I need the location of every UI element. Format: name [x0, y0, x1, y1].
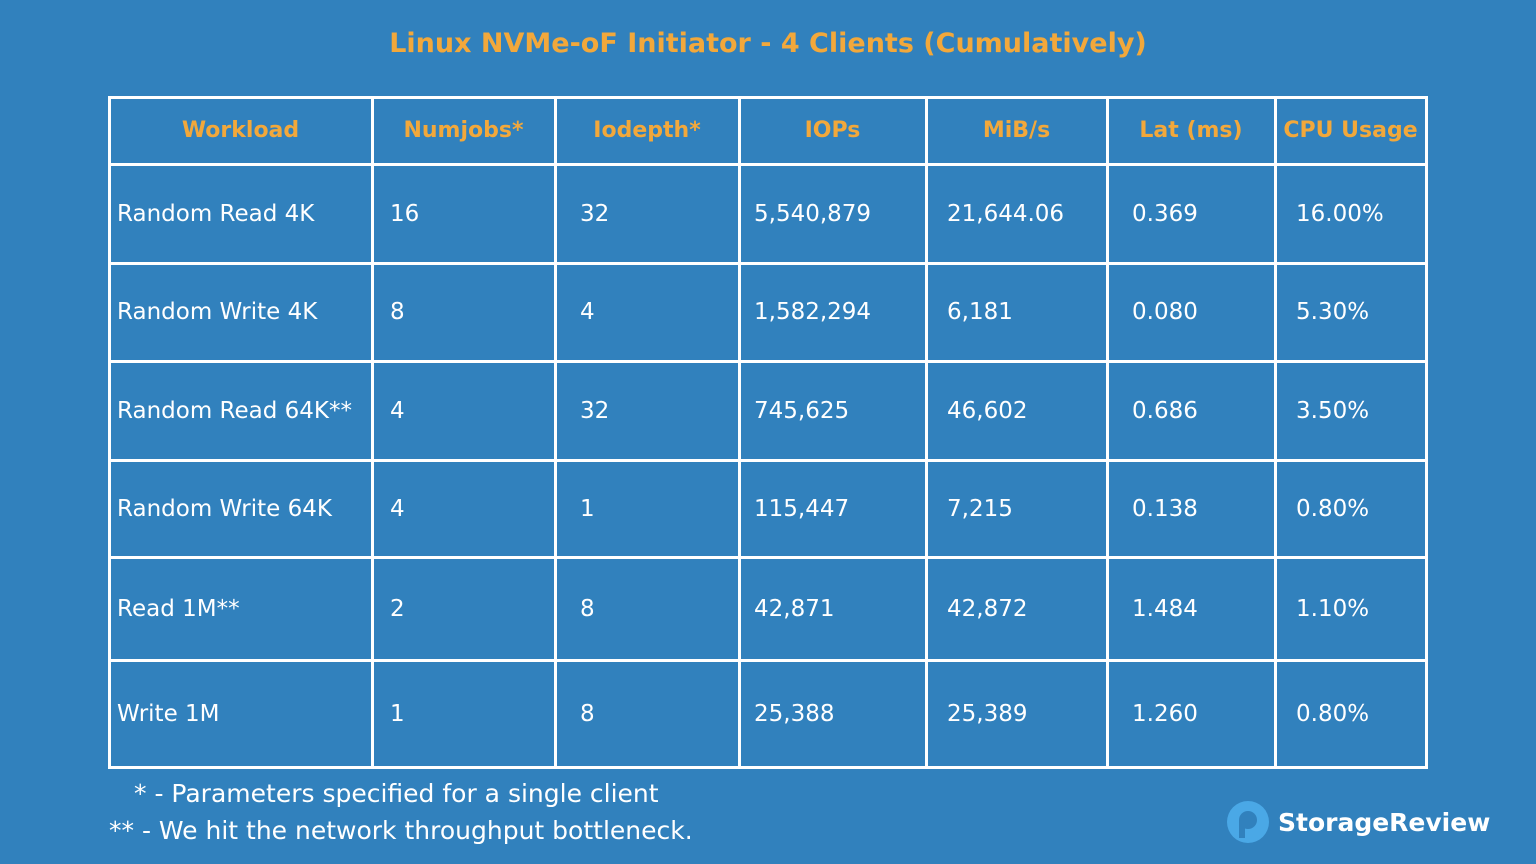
table-cell: 1 — [390, 700, 405, 727]
table-cell: 115,447 — [754, 495, 850, 522]
table-cell: 1 — [580, 495, 595, 522]
table-cell: 0.80% — [1296, 700, 1370, 727]
table-cell: Random Read 64K** — [117, 397, 352, 424]
header-cell: CPU Usage — [1283, 118, 1418, 143]
table-cell: 8 — [580, 595, 595, 622]
table-cell: 2 — [390, 595, 405, 622]
table-cell: 8 — [580, 700, 595, 727]
table-cell: 16 — [390, 200, 420, 227]
table-cell: 1,582,294 — [754, 299, 872, 325]
table-cell: 5,540,879 — [754, 200, 872, 227]
table-cell: 0.686 — [1132, 397, 1198, 424]
table-cell: 46,602 — [947, 397, 1028, 424]
grid-line — [107, 95, 111, 769]
header-cell: MiB/s — [982, 118, 1051, 143]
table-cell: 4 — [390, 495, 405, 522]
header-cell: Workload — [181, 118, 300, 143]
table-cell: 0.080 — [1132, 299, 1198, 325]
table-cell: 0.138 — [1132, 495, 1198, 522]
table-cell: 1.484 — [1132, 595, 1198, 622]
table-cell: Random Read 4K — [117, 200, 315, 227]
table-cell: Write 1M — [117, 700, 220, 727]
grid-line — [370, 95, 374, 769]
table-cell: 21,644.06 — [947, 200, 1065, 227]
table-cell: 0.369 — [1132, 200, 1198, 227]
table-cell: 7,215 — [947, 495, 1013, 522]
grid-line — [107, 458, 1428, 462]
table-cell: Random Write 4K — [117, 299, 318, 325]
table-cell: 0.80% — [1296, 495, 1370, 522]
table-cell: 1.10% — [1296, 595, 1370, 622]
grid-line — [1105, 95, 1109, 769]
table-cell: 25,389 — [947, 700, 1028, 727]
table-cell: 16.00% — [1296, 200, 1384, 227]
table-cell: 8 — [390, 299, 405, 325]
table-cell: 6,181 — [947, 299, 1013, 325]
table-cell: 4 — [580, 299, 595, 325]
table-cell: 42,871 — [754, 595, 835, 622]
grid-line — [737, 95, 741, 769]
table-cell: 42,872 — [947, 595, 1028, 622]
table-cell: 1.260 — [1132, 700, 1198, 727]
table-cell: 5.30% — [1296, 299, 1370, 325]
logo-icon — [1227, 801, 1269, 843]
logo-text: StorageReview — [1278, 807, 1491, 837]
grid-line — [107, 658, 1428, 662]
table-cell: 32 — [580, 200, 610, 227]
grid-line — [107, 765, 1428, 769]
logo: StorageReview — [1226, 800, 1490, 844]
grid-line — [107, 261, 1428, 265]
table-cell: 4 — [390, 397, 405, 424]
table-cell: Random Write 64K — [117, 495, 332, 522]
table-cell: 32 — [580, 397, 610, 424]
table-cell: 745,625 — [754, 397, 850, 424]
grid-line — [107, 162, 1428, 166]
grid-line — [107, 359, 1428, 363]
grid-line — [107, 555, 1428, 559]
grid-line — [553, 95, 557, 769]
footnote: ** - We hit the network throughput bottl… — [109, 816, 693, 845]
header-cell: IOPs — [804, 118, 861, 143]
grid-line — [924, 95, 928, 769]
footnote: * - Parameters specified for a single cl… — [134, 779, 659, 808]
table-cell: 25,388 — [754, 700, 835, 727]
grid-line — [1273, 95, 1277, 769]
grid-line — [107, 95, 1428, 99]
table-cell: Read 1M** — [117, 595, 240, 622]
table-cell: 3.50% — [1296, 397, 1370, 424]
title: Linux NVMe-oF Initiator - 4 Clients (Cum… — [389, 28, 1147, 59]
header-cell: Lat (ms) — [1139, 118, 1243, 143]
grid-line — [1424, 95, 1428, 769]
header-cell: Numjobs* — [403, 118, 524, 143]
header-cell: Iodepth* — [593, 118, 701, 143]
